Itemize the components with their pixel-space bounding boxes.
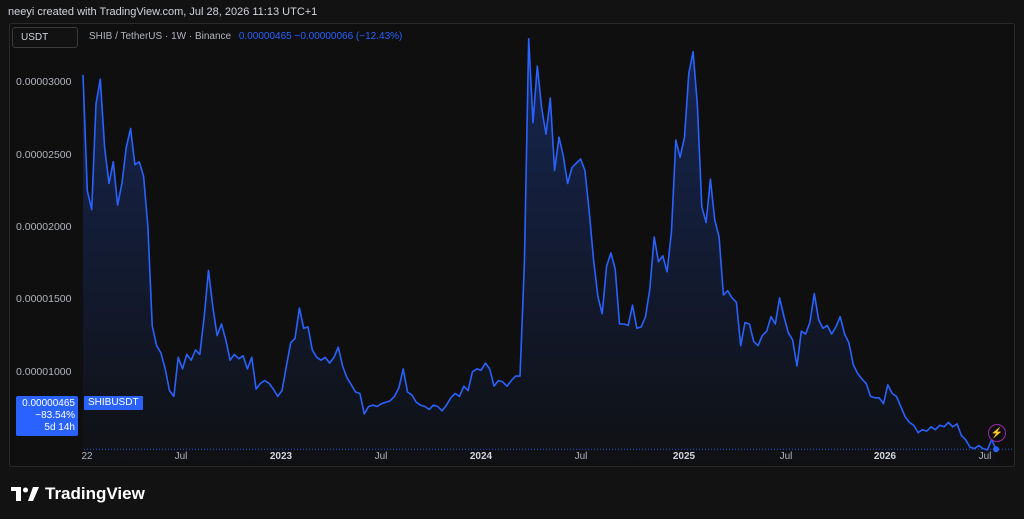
last-price-label: 0.00000465 −83.54% 5d 14h <box>16 396 78 436</box>
tradingview-logo-icon <box>11 487 39 501</box>
bar-countdown: 5d 14h <box>44 422 75 433</box>
x-tick-label: 2024 <box>469 451 493 462</box>
y-tick-label: 0.00001500 <box>16 293 72 306</box>
y-tick-label: 0.00003000 <box>16 76 72 89</box>
y-tick-label: 0.00001000 <box>16 365 72 378</box>
tradingview-logo-text: TradingView <box>45 484 145 503</box>
symbol-price-tag: SHIBUSDT <box>84 396 143 410</box>
price-line <box>82 37 997 451</box>
chart-header-text: neeyi created with TradingView.com, Jul … <box>8 6 318 18</box>
tradingview-logo: TradingView <box>11 484 145 504</box>
symbol-name: SHIB / TetherUS · 1W · Binance <box>89 31 232 42</box>
flash-icon[interactable]: ⚡ <box>988 424 1006 442</box>
x-tick-label: 2025 <box>672 451 696 462</box>
x-tick-label: Jul <box>978 451 992 462</box>
x-tick-label: Jul <box>574 451 588 462</box>
x-tick-label: 2023 <box>269 451 293 462</box>
last-price-change: −83.54% <box>35 410 75 421</box>
x-tick-label: 22 <box>81 451 93 462</box>
symbol-legend[interactable]: SHIB / TetherUS · 1W · Binance 0.0000046… <box>89 31 402 42</box>
currency-scale-button[interactable]: USDT <box>12 27 78 48</box>
price-area-fill <box>83 38 996 463</box>
last-price-value: 0.00000465 <box>22 398 75 409</box>
y-tick-label: 0.00002000 <box>16 220 72 233</box>
x-tick-label: 2026 <box>873 451 897 462</box>
x-tick-label: Jul <box>374 451 388 462</box>
y-tick-label: 0.00002500 <box>16 148 72 161</box>
x-tick-label: Jul <box>174 451 188 462</box>
symbol-price-change: 0.00000465 −0.00000066 (−12.43%) <box>238 31 403 42</box>
last-price-dot <box>993 446 999 453</box>
x-tick-label: Jul <box>779 451 793 462</box>
